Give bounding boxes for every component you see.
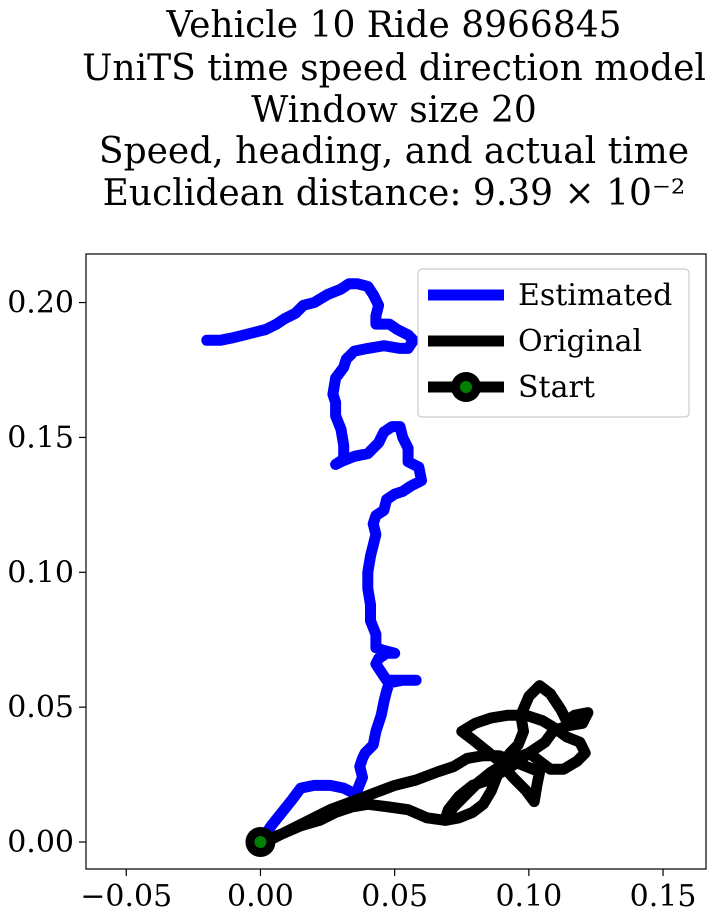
x-tick-label: 0.15 bbox=[630, 879, 697, 914]
plot-area bbox=[201, 278, 594, 858]
legend: Estimated Original Start bbox=[417, 268, 690, 418]
title-line-1: Vehicle 10 Ride 8966845 bbox=[165, 5, 621, 46]
x-tick-label: 0.10 bbox=[495, 879, 562, 914]
y-tick-label: 0.10 bbox=[7, 555, 74, 590]
legend-label-estimated: Estimated bbox=[518, 278, 672, 313]
title-line-3: Window size 20 bbox=[251, 90, 537, 131]
series-line-estimated bbox=[201, 278, 427, 848]
legend-box bbox=[417, 268, 690, 418]
start-marker-center bbox=[254, 836, 267, 849]
legend-label-original: Original bbox=[518, 324, 642, 359]
series-line-original bbox=[255, 680, 594, 848]
legend-label-start: Start bbox=[518, 370, 595, 405]
y-axis: 0.00 0.05 0.10 0.15 0.20 bbox=[7, 286, 86, 860]
x-tick-label: 0.00 bbox=[227, 879, 294, 914]
y-tick-label: 0.05 bbox=[7, 690, 74, 725]
legend-marker-inner bbox=[460, 381, 472, 393]
title-line-2: UniTS time speed direction model bbox=[82, 48, 706, 89]
y-tick-label: 0.15 bbox=[7, 420, 74, 455]
title-line-4: Speed, heading, and actual time bbox=[99, 131, 689, 172]
title-line-5: Euclidean distance: 9.39 × 10⁻² bbox=[103, 173, 686, 214]
x-axis: −0.05 0.00 0.05 0.10 0.15 bbox=[80, 869, 696, 914]
y-tick-label: 0.20 bbox=[7, 286, 74, 321]
plot-frame bbox=[85, 253, 707, 870]
y-tick-label: 0.00 bbox=[7, 825, 74, 860]
chart-title: Vehicle 10 Ride 8966845 UniTS time speed… bbox=[82, 5, 706, 214]
x-tick-label: −0.05 bbox=[80, 879, 172, 914]
x-tick-label: 0.05 bbox=[361, 879, 428, 914]
